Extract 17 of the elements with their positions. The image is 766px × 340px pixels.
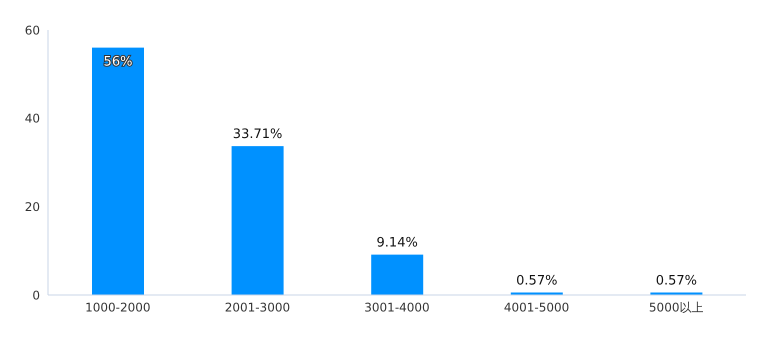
y-tick-label: 60	[24, 23, 40, 38]
bar	[232, 146, 284, 295]
data-label: 0.57%	[656, 273, 698, 288]
y-tick-label: 0	[32, 288, 40, 302]
data-label: 9.14%	[376, 236, 418, 251]
x-tick-label: 1000-2000	[85, 300, 151, 315]
bar	[92, 48, 144, 295]
data-label: 33.71%	[232, 127, 282, 142]
bar	[371, 254, 424, 295]
y-tick-label: 40	[24, 112, 40, 126]
x-tick-label: 4001-5000	[504, 300, 570, 315]
data-label: 0.57%	[516, 273, 558, 288]
x-tick-label: 2001-3000	[224, 300, 290, 315]
x-tick-label: 5000以上	[648, 300, 704, 315]
y-tick-label: 20	[24, 200, 40, 214]
data-label: 56%	[104, 54, 132, 70]
x-tick-label: 3001-4000	[364, 300, 430, 315]
